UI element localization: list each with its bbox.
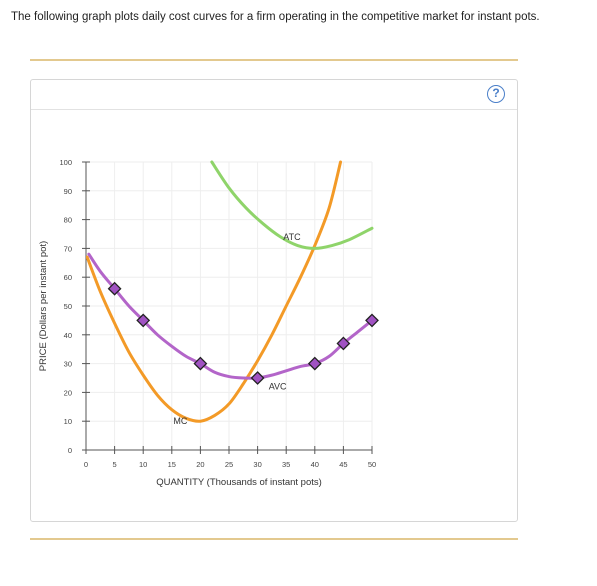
x-tick-label: 35 <box>282 460 290 469</box>
avc-diamond-marker <box>107 281 122 296</box>
avc-diamond-marker <box>136 313 151 328</box>
y-tick-label: 60 <box>64 273 72 282</box>
avc-diamond-marker <box>193 356 208 371</box>
intro-text: The following graph plots daily cost cur… <box>11 11 540 23</box>
graph-panel: ? <box>30 79 518 522</box>
x-tick-label: 10 <box>139 460 147 469</box>
series-mc-curve <box>86 160 343 423</box>
x-tick-label: 20 <box>196 460 204 469</box>
help-button[interactable]: ? <box>487 85 505 103</box>
avc-diamond-marker <box>307 356 322 371</box>
y-tick-label: 80 <box>64 216 72 225</box>
x-tick-label: 25 <box>225 460 233 469</box>
y-axis-label: PRICE (Dollars per instant pot) <box>38 241 49 371</box>
avc-diamond-marker <box>336 336 351 351</box>
x-axis-label: QUANTITY (Thousands of instant pots) <box>156 477 322 488</box>
curve-label-mc: MC <box>173 416 187 426</box>
series-avc-curve <box>87 252 374 380</box>
y-tick-label: 100 <box>59 158 72 167</box>
y-tick-label: 20 <box>64 388 72 397</box>
y-tick-label: 0 <box>68 446 72 455</box>
x-tick-label: 15 <box>168 460 176 469</box>
y-tick-label: 10 <box>64 417 72 426</box>
x-tick-label: 40 <box>311 460 319 469</box>
curve-label-avc: AVC <box>269 382 287 392</box>
y-tick-label: 70 <box>64 244 72 253</box>
y-tick-label: 30 <box>64 360 72 369</box>
x-tick-label: 0 <box>84 460 88 469</box>
series-atc-curve <box>210 160 374 250</box>
y-tick-label: 90 <box>64 187 72 196</box>
top-divider <box>30 59 518 61</box>
y-tick-label: 50 <box>64 302 72 311</box>
x-tick-label: 30 <box>253 460 261 469</box>
panel-header: ? <box>31 80 517 110</box>
bottom-divider <box>30 538 518 540</box>
x-tick-label: 5 <box>113 460 117 469</box>
x-tick-label: 45 <box>339 460 347 469</box>
avc-diamond-marker <box>250 371 265 385</box>
avc-diamond-marker <box>365 313 379 328</box>
y-tick-label: 40 <box>64 331 72 340</box>
x-tick-label: 50 <box>368 460 376 469</box>
curve-label-atc: ATC <box>283 232 301 242</box>
